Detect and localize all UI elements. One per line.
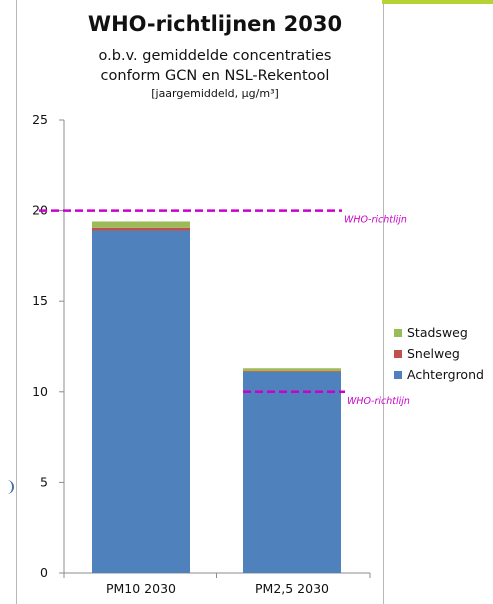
chart-subtitle: o.b.v. gemiddelde concentraties conform … [60,46,370,86]
chart-title: WHO-richtlijnen 2030 [87,12,343,36]
legend-label: Achtergrond [407,367,484,382]
legend-label: Stadsweg [407,325,468,340]
y-tick-label: 25 [32,112,48,127]
chart-legend: Stadsweg Snelweg Achtergrond [394,322,484,385]
edge-mark [0,480,14,494]
bar-snelweg [243,370,341,372]
legend-swatch [394,349,402,358]
chart-subtitle-line-2: conform GCN en NSL-Rekentool [100,68,330,84]
y-tick-label: 15 [32,293,48,308]
who-reference-label: WHO-richtlijn [344,215,407,226]
bar-snelweg [92,227,190,231]
bar-achtergrond [243,371,341,573]
y-tick-label: 10 [32,384,48,399]
accent-strip [382,0,493,4]
bar-stadsweg [243,368,341,371]
legend-item: Stadsweg [394,322,484,343]
legend-item: Snelweg [394,343,484,364]
y-tick-label: 5 [40,474,48,489]
legend-label: Snelweg [407,346,460,361]
chart-subtitle-line-1: o.b.v. gemiddelde concentraties [98,48,332,64]
chart-unit-label: [jaargemiddeld, µg/m³] [151,87,279,100]
legend-swatch [394,328,402,337]
x-category-label: PM10 2030 [106,581,176,596]
bar-achtergrond [92,230,190,574]
legend-swatch [394,370,402,379]
x-category-label: PM2,5 2030 [255,581,329,596]
bar-stadsweg [92,221,190,228]
y-tick-label: 0 [40,565,48,580]
legend-item: Achtergrond [394,364,484,385]
who-reference-label: WHO-richtlijn [347,396,410,407]
